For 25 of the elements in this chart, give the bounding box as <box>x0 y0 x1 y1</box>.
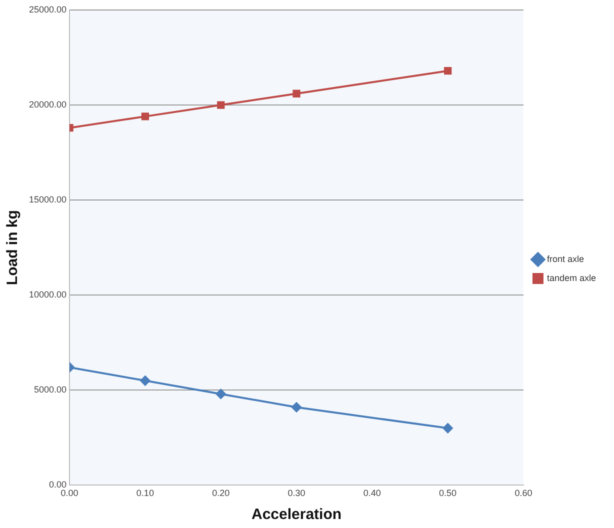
point <box>216 388 226 399</box>
legend-label: front axle <box>546 254 584 264</box>
point <box>292 90 300 98</box>
point <box>217 101 225 109</box>
point <box>292 402 302 412</box>
x-tick-label: 0.30 <box>288 488 306 498</box>
y-tick-label: 0.00 <box>49 480 67 490</box>
x-tick-label: 0.50 <box>439 488 457 498</box>
point <box>141 112 150 120</box>
point <box>442 423 453 434</box>
x-tick-label: 0.10 <box>136 488 154 498</box>
legend-label: tandem axle <box>546 272 596 283</box>
x-tick-label: 0.00 <box>60 488 78 498</box>
y-tick-label: 15000.00 <box>28 194 67 205</box>
x-tick-label: 0.20 <box>212 488 230 498</box>
y-tick-label: 25000.00 <box>28 4 67 14</box>
x-tick-label: 0.40 <box>363 488 381 498</box>
y-axis-title: Load in kg <box>4 210 22 286</box>
x-tick-label: 0.60 <box>514 488 532 498</box>
y-tick-label: 10000.00 <box>28 290 67 300</box>
point <box>444 66 452 75</box>
point <box>140 376 150 386</box>
x-axis-title: Acceleration <box>251 506 342 524</box>
y-tick-label: 20000.00 <box>28 100 67 110</box>
y-tick-label: 5000.00 <box>34 384 67 395</box>
